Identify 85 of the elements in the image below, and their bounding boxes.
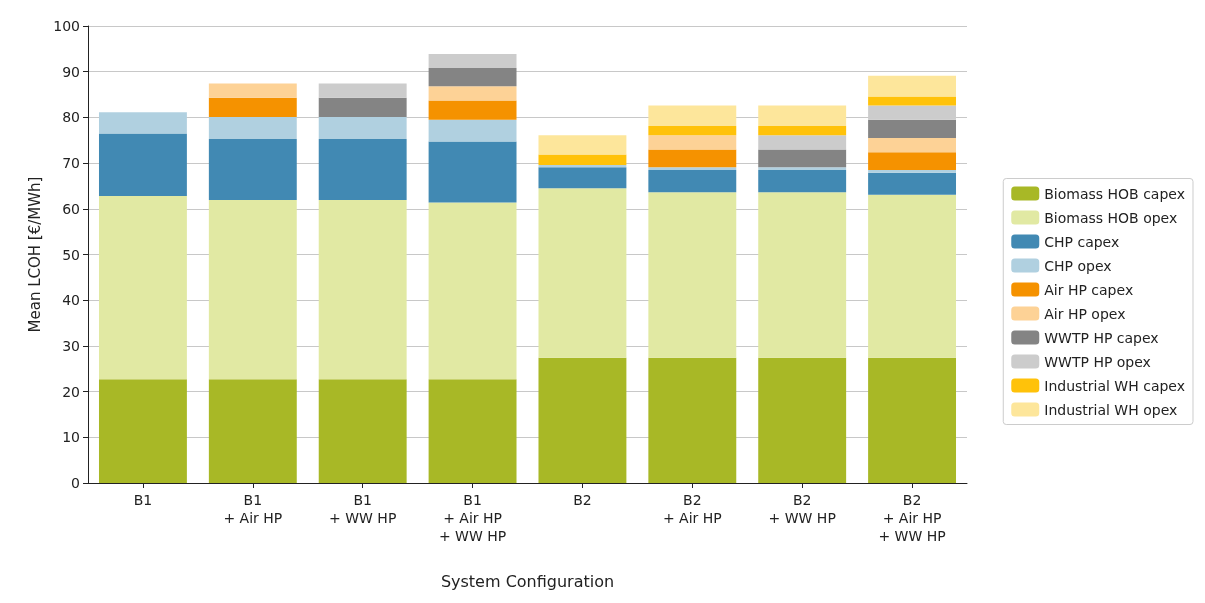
bar bbox=[868, 152, 957, 170]
y-tick-label: 50 bbox=[62, 246, 80, 263]
bar bbox=[428, 119, 517, 142]
y-tick-label: 20 bbox=[62, 383, 80, 400]
bar bbox=[648, 105, 737, 127]
bar bbox=[318, 379, 407, 483]
x-tick-label: B1 bbox=[133, 492, 153, 508]
bar bbox=[758, 135, 847, 150]
legend-label: WWTP HP capex bbox=[1044, 329, 1159, 346]
bar bbox=[98, 379, 187, 483]
legend-label: Industrial WH capex bbox=[1044, 377, 1185, 394]
bar bbox=[318, 200, 407, 380]
bar bbox=[318, 97, 407, 117]
x-tick-label: B2 + Air HP + WW HP bbox=[878, 492, 946, 544]
bar bbox=[648, 167, 737, 170]
x-tick-label: B1 + Air HP bbox=[223, 492, 283, 526]
bar bbox=[868, 172, 957, 195]
x-axis-title: System Configuration bbox=[440, 571, 615, 591]
bar bbox=[648, 149, 737, 168]
bar bbox=[758, 167, 847, 170]
x-tick-label: B2 + Air HP bbox=[662, 492, 722, 526]
bar bbox=[538, 154, 627, 165]
bar bbox=[318, 116, 407, 139]
bar bbox=[208, 116, 297, 139]
bar bbox=[428, 379, 517, 483]
bar bbox=[868, 137, 957, 153]
x-tick-label: B2 + WW HP bbox=[768, 492, 836, 526]
y-tick-label: 80 bbox=[62, 109, 80, 126]
bar bbox=[758, 105, 847, 127]
bar bbox=[868, 169, 957, 173]
legend-label: Industrial WH opex bbox=[1044, 401, 1178, 418]
bar bbox=[868, 119, 957, 138]
x-tick-label: B1 + Air HP + WW HP bbox=[438, 492, 507, 544]
bar bbox=[538, 188, 627, 358]
bar bbox=[868, 96, 957, 106]
bar bbox=[318, 138, 407, 201]
bar bbox=[428, 86, 517, 101]
bar bbox=[758, 126, 847, 136]
legend-label: Biomass HOB capex bbox=[1044, 185, 1185, 202]
bar bbox=[758, 192, 847, 358]
bar bbox=[868, 75, 957, 97]
y-tick-label: 30 bbox=[62, 337, 80, 354]
legend-label: Air HP opex bbox=[1044, 305, 1126, 322]
bar bbox=[648, 192, 737, 358]
legend-label: Biomass HOB opex bbox=[1044, 209, 1178, 226]
y-tick-label: 70 bbox=[62, 155, 80, 172]
y-tick-label: 0 bbox=[71, 475, 80, 491]
y-tick-label: 100 bbox=[53, 18, 80, 34]
bar bbox=[648, 126, 737, 136]
legend-label: CHP opex bbox=[1044, 257, 1112, 274]
legend-label: Air HP capex bbox=[1044, 281, 1134, 298]
bar bbox=[758, 169, 847, 193]
bar bbox=[648, 135, 737, 150]
x-tick-label: B1 + WW HP bbox=[329, 492, 397, 526]
bar bbox=[208, 83, 297, 98]
bar bbox=[98, 196, 187, 380]
bar bbox=[98, 133, 187, 196]
bar bbox=[868, 357, 957, 483]
bar bbox=[98, 112, 187, 134]
bar bbox=[428, 53, 517, 69]
y-tick-label: 90 bbox=[62, 63, 80, 80]
bar bbox=[428, 141, 517, 203]
legend-label: CHP capex bbox=[1044, 233, 1120, 250]
bar bbox=[428, 68, 517, 87]
x-tick-label: B2 bbox=[573, 492, 592, 508]
bar bbox=[208, 379, 297, 483]
bar bbox=[868, 194, 957, 358]
bar bbox=[208, 200, 297, 380]
bar bbox=[428, 202, 517, 380]
bar bbox=[648, 169, 737, 193]
bar bbox=[428, 100, 517, 120]
bar bbox=[538, 357, 627, 483]
y-tick-label: 40 bbox=[62, 292, 80, 309]
bar bbox=[538, 167, 627, 189]
bar bbox=[758, 149, 847, 168]
bar bbox=[208, 138, 297, 201]
legend-label: WWTP HP opex bbox=[1044, 353, 1151, 370]
y-tick-label: 60 bbox=[62, 200, 80, 217]
bar bbox=[758, 357, 847, 483]
bar bbox=[538, 135, 627, 155]
bar bbox=[648, 357, 737, 483]
bar bbox=[318, 83, 407, 98]
y-axis-title: Mean LCOH [€/MWh] bbox=[25, 176, 44, 333]
bar bbox=[208, 97, 297, 117]
y-tick-label: 10 bbox=[62, 429, 80, 446]
